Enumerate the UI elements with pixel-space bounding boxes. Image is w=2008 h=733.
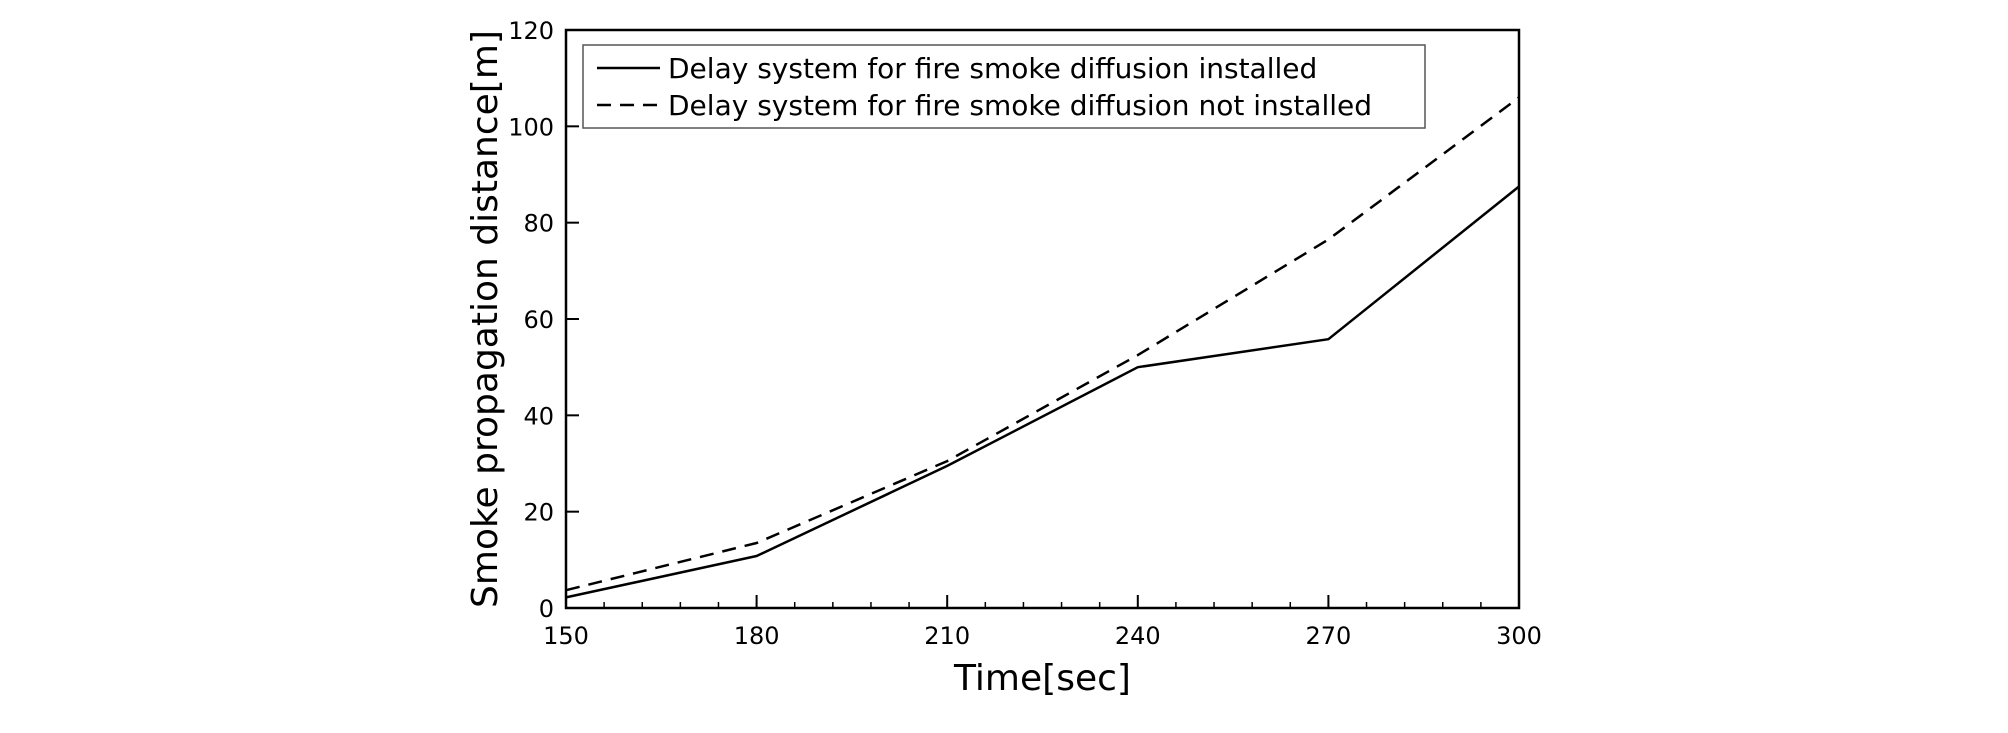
legend: Delay system for fire smoke diffusion in… xyxy=(582,44,1426,129)
legend-box xyxy=(582,44,1426,129)
y-tick-label: 80 xyxy=(523,210,554,238)
series-line-installed xyxy=(565,185,1520,599)
x-tick-label: 150 xyxy=(543,622,589,650)
y-tick-label: 20 xyxy=(523,499,554,527)
x-major-ticks xyxy=(565,595,1520,608)
y-tick-label: 60 xyxy=(523,306,554,334)
y-tick-label: 40 xyxy=(523,402,554,430)
y-tick-label: 100 xyxy=(508,113,554,141)
x-tick-label: 240 xyxy=(1115,622,1161,650)
x-axis-title: Time[sec] xyxy=(953,658,1131,699)
x-tick-label: 300 xyxy=(1496,622,1542,650)
x-tick-label: 210 xyxy=(924,622,970,650)
series-line-not-installed xyxy=(565,96,1520,592)
y-tick-label: 0 xyxy=(539,595,554,623)
y-tick-labels: 0 20 40 60 80 100 120 xyxy=(508,17,554,623)
legend-label-not-installed: Delay system for fire smoke diffusion no… xyxy=(668,89,1372,122)
x-tick-labels: 150 180 210 240 270 300 xyxy=(543,622,1542,650)
x-tick-label: 270 xyxy=(1305,622,1351,650)
series-lines xyxy=(565,96,1520,599)
x-tick-label: 180 xyxy=(734,622,780,650)
y-tick-label: 120 xyxy=(508,17,554,45)
y-axis-title: Smoke propagation distance[m] xyxy=(465,30,506,608)
y-ticks xyxy=(566,29,579,609)
plot-frame xyxy=(564,28,1521,610)
legend-label-installed: Delay system for fire smoke diffusion in… xyxy=(668,52,1317,85)
